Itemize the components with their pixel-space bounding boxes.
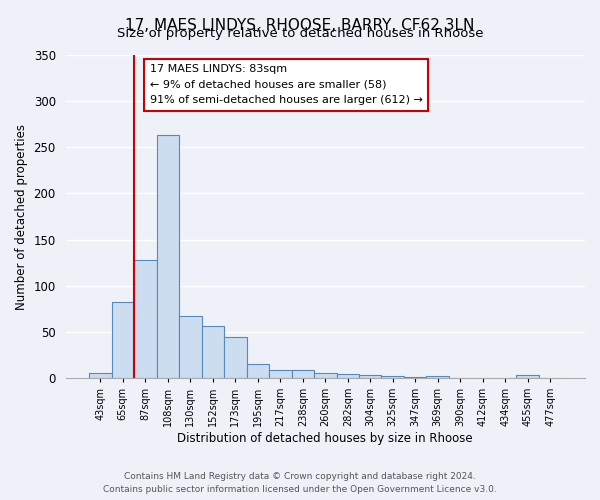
Bar [112,302,134,378]
Bar [247,364,269,378]
Bar [269,370,292,378]
Bar [202,326,224,378]
Bar [314,372,337,378]
Bar [224,336,247,378]
Text: Size of property relative to detached houses in Rhoose: Size of property relative to detached ho… [117,28,483,40]
Text: 17, MAES LINDYS, RHOOSE, BARRY, CF62 3LN: 17, MAES LINDYS, RHOOSE, BARRY, CF62 3LN [125,18,475,32]
Bar [89,372,112,378]
Text: 17 MAES LINDYS: 83sqm
← 9% of detached houses are smaller (58)
91% of semi-detac: 17 MAES LINDYS: 83sqm ← 9% of detached h… [150,64,423,106]
Bar [382,376,404,378]
X-axis label: Distribution of detached houses by size in Rhoose: Distribution of detached houses by size … [178,432,473,445]
Text: Contains HM Land Registry data © Crown copyright and database right 2024.
Contai: Contains HM Land Registry data © Crown c… [103,472,497,494]
Bar [337,374,359,378]
Bar [404,377,427,378]
Bar [359,376,382,378]
Bar [517,376,539,378]
Y-axis label: Number of detached properties: Number of detached properties [15,124,28,310]
Bar [292,370,314,378]
Bar [134,260,157,378]
Bar [427,376,449,378]
Bar [179,316,202,378]
Bar [157,136,179,378]
